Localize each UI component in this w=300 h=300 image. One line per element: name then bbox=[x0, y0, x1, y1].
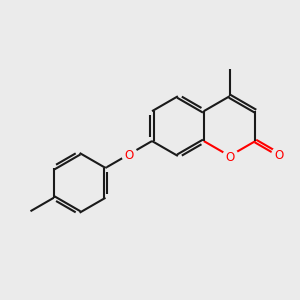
Text: O: O bbox=[124, 149, 134, 163]
Text: O: O bbox=[225, 151, 234, 164]
Text: O: O bbox=[274, 149, 283, 163]
